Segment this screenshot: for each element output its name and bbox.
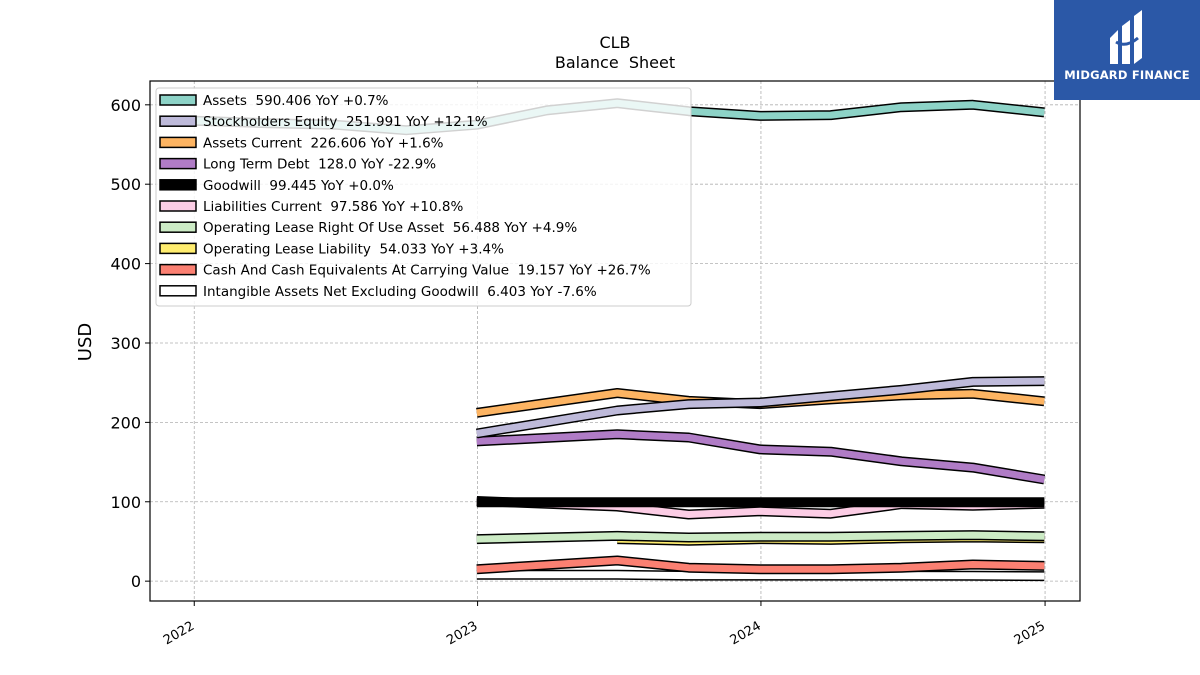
x-tick-label: 2023 xyxy=(444,619,480,649)
legend-swatch xyxy=(159,200,197,212)
legend-swatch xyxy=(159,115,197,127)
legend-swatch xyxy=(159,157,197,170)
legend-swatch xyxy=(159,221,197,233)
legend-label: Long Term Debt 128.0 YoY -22.9% xyxy=(203,157,436,173)
legend-label: Stockholders Equity 251.991 YoY +12.1% xyxy=(203,114,488,130)
legend-label: Assets 590.406 YoY +0.7% xyxy=(203,93,389,109)
logo-text: MIDGARD FINANCE xyxy=(1064,68,1190,82)
x-tick-label: 2022 xyxy=(161,619,197,649)
legend-swatch xyxy=(159,263,197,276)
series-long-term-debt xyxy=(476,429,1046,485)
midgard-logo-icon xyxy=(1110,10,1142,64)
y-tick-label: 0 xyxy=(131,572,141,591)
series-cash-and-cash-equivalents-at-carrying-value xyxy=(476,555,1045,575)
x-tick-label: 2025 xyxy=(1012,619,1048,649)
y-tick-label: 200 xyxy=(110,413,141,432)
x-axis-ticks: 2022 2023 2024 2025 xyxy=(161,601,1048,648)
chart-subtitle: Balance Sheet xyxy=(555,53,675,72)
legend-label: Assets Current 226.606 YoY +1.6% xyxy=(203,135,444,151)
legend-swatch xyxy=(159,94,197,106)
legend-box xyxy=(155,87,692,307)
x-tick-label: 2024 xyxy=(728,619,764,649)
series-line xyxy=(476,557,1045,573)
legend-swatch xyxy=(159,242,197,255)
legend-label: Goodwill 99.445 YoY +0.0% xyxy=(203,178,394,194)
y-axis-ticks: 0 100 200 300 400 500 600 xyxy=(110,96,150,591)
legend-label: Intangible Assets Net Excluding Goodwill… xyxy=(203,284,597,300)
series-line xyxy=(476,571,1045,580)
y-tick-label: 600 xyxy=(110,96,141,115)
legend-swatch xyxy=(159,136,197,149)
plot-frame xyxy=(149,80,1081,602)
series-line xyxy=(476,430,1045,483)
legend-label: Liabilities Current 97.586 YoY +10.8% xyxy=(203,199,463,215)
y-tick-label: 400 xyxy=(110,255,141,274)
legend-swatch xyxy=(159,285,197,297)
y-tick-label: 300 xyxy=(110,334,141,353)
midgard-finance-logo: MIDGARD FINANCE xyxy=(1054,0,1200,100)
y-tick-label: 100 xyxy=(110,493,141,512)
legend-swatch xyxy=(159,179,197,191)
series-stockholders-equity xyxy=(475,376,1045,439)
chart-title: CLB xyxy=(599,33,630,52)
legend: Assets 590.406 YoY +0.7% Stockholders Equ… xyxy=(155,87,692,307)
y-tick-label: 500 xyxy=(110,175,141,194)
series-intangible-assets-net-excluding-goodwill xyxy=(476,569,1045,582)
legend-label: Operating Lease Right Of Use Asset 56.48… xyxy=(203,220,577,236)
series-line xyxy=(476,377,1045,437)
legend-label: Operating Lease Liability 54.033 YoY +3.… xyxy=(203,241,504,257)
legend-label: Cash And Cash Equivalents At Carrying Va… xyxy=(203,263,651,279)
y-axis-label: USD xyxy=(75,323,96,361)
series-line xyxy=(476,531,1045,543)
series-operating-lease-right-of-use-asset xyxy=(476,530,1045,545)
